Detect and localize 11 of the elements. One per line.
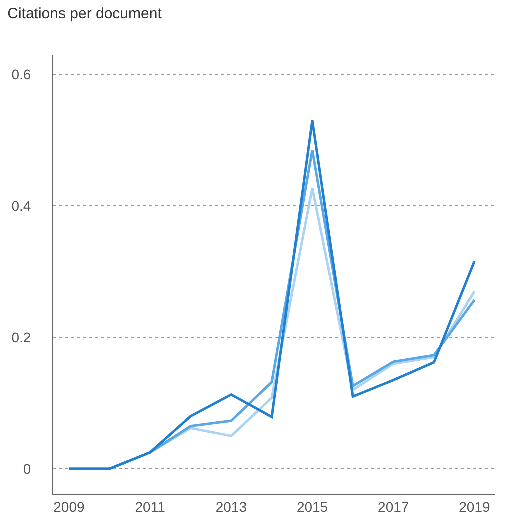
y-tick-label: 0.4: [12, 198, 32, 214]
y-tick-label: 0: [23, 460, 32, 477]
x-tick-label: 2015: [296, 498, 328, 515]
x-tick-label: 2017: [378, 498, 410, 515]
y-tick-label: 0.6: [12, 66, 32, 83]
x-tick-label: 2009: [54, 498, 85, 515]
x-tick-label: 2013: [216, 498, 248, 515]
x-tick-label: 2019: [459, 498, 490, 515]
chart-title: Citations per document: [8, 5, 163, 22]
y-tick-label: 0.2: [12, 329, 32, 346]
x-tick-label: 2011: [135, 498, 166, 515]
